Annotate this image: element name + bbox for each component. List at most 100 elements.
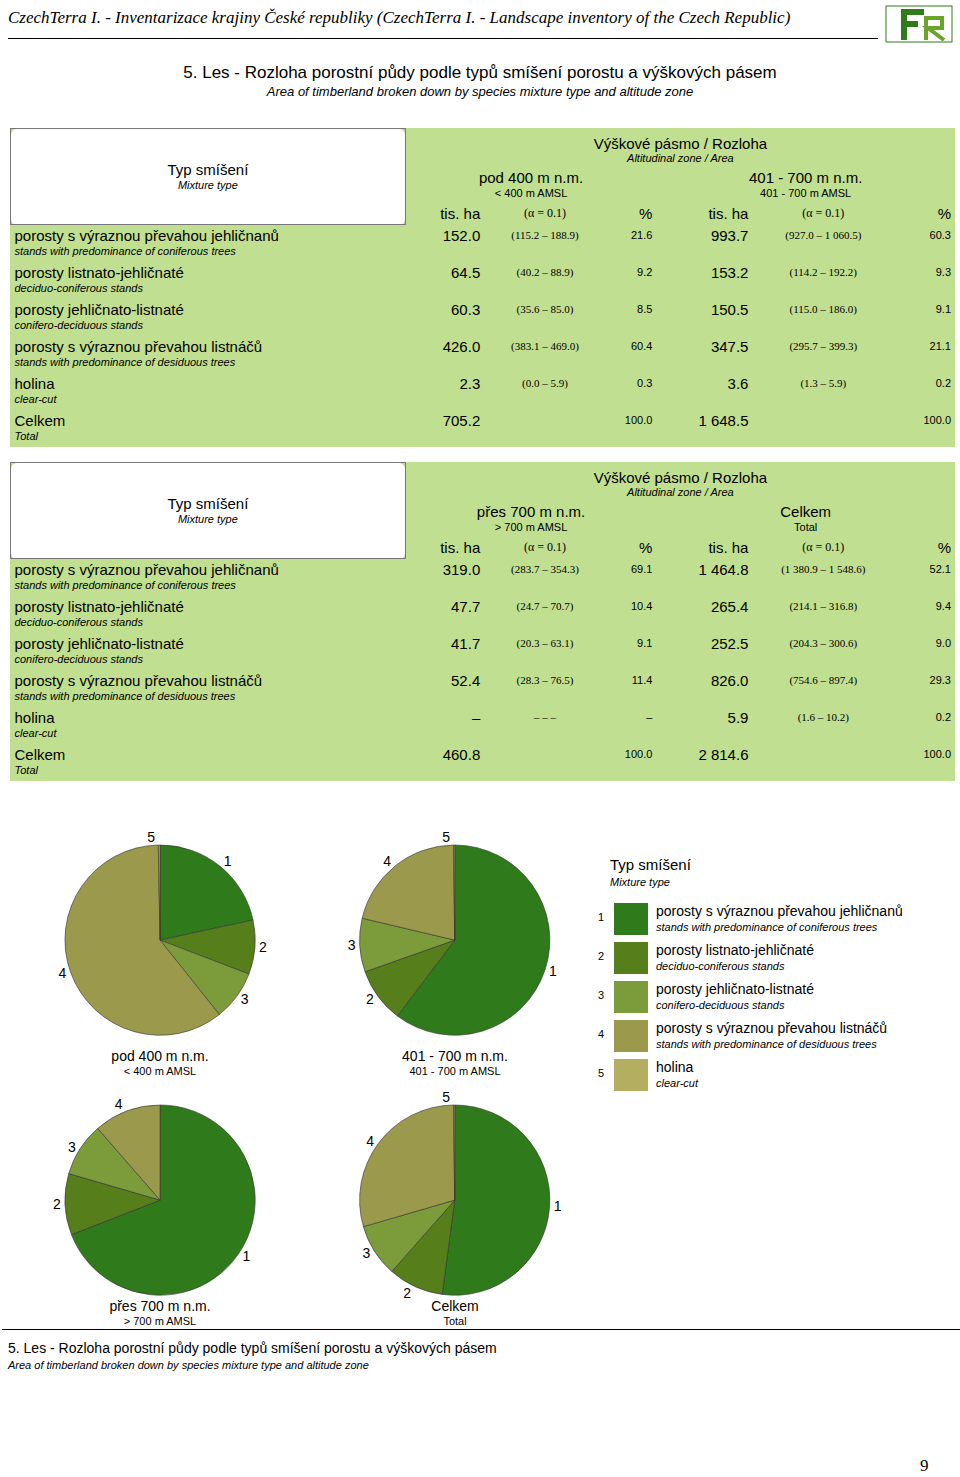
svg-text:1: 1	[549, 963, 557, 979]
html-text:47.7: 47.7	[451, 598, 481, 615]
html-text:(927.0 – 1 060.5): (927.0 – 1 060.5)	[785, 228, 862, 241]
html-text:porosty s výraznou převahou li: porosty s výraznou převahou listnáčů	[14, 338, 263, 355]
svg-text:2: 2	[366, 991, 374, 1007]
html-text:(1 380.9 – 1 548.6): (1 380.9 – 1 548.6)	[781, 562, 866, 575]
html-text:Altitudinal zone / Area: Altitudinal zone / Area	[627, 151, 734, 164]
html-text:347.5: 347.5	[710, 338, 749, 355]
html-text:(α = 0.1): (α = 0.1)	[523, 206, 566, 220]
html-text:Celkem: Celkem	[14, 746, 66, 763]
html-text:153.2: 153.2	[710, 264, 749, 281]
html-text:460.8: 460.8	[442, 746, 481, 763]
html-text:252.5: 252.5	[710, 635, 749, 652]
html-text:Typ smíšení: Typ smíšení	[167, 495, 249, 512]
html-text:stands with predominance of co: stands with predominance of coniferous t…	[14, 245, 236, 257]
svg-text:1: 1	[554, 1198, 562, 1214]
svg-text:5: 5	[442, 1089, 450, 1105]
html-text:porosty jehličnato-listnaté: porosty jehličnato-listnaté	[14, 635, 184, 652]
html-text:přes 700 m n.m.: přes 700 m n.m.	[109, 1298, 211, 1314]
svg-text:3: 3	[362, 1245, 370, 1261]
html-text:(α = 0.1): (α = 0.1)	[523, 540, 566, 554]
html-text:Mixture type: Mixture type	[177, 179, 238, 191]
html-text:60.3: 60.3	[451, 301, 481, 318]
svg-text:4: 4	[383, 853, 391, 869]
html-text:porosty s výraznou převahou je: porosty s výraznou převahou jehličnanů	[656, 903, 903, 919]
html-text:2.3: 2.3	[459, 375, 481, 392]
html-text:64.5: 64.5	[451, 264, 481, 281]
html-text:1 464.8: 1 464.8	[698, 560, 749, 578]
svg-text:3: 3	[348, 937, 356, 953]
html-text:319.0: 319.0	[442, 560, 481, 578]
html-text:porosty jehličnato-listnaté: porosty jehličnato-listnaté	[656, 981, 814, 997]
html-text:426.0: 426.0	[442, 338, 481, 355]
html-text:1 648.5: 1 648.5	[698, 412, 749, 429]
html-text:69.1: 69.1	[630, 562, 653, 575]
html-text:porosty listnato-jehličnaté: porosty listnato-jehličnaté	[14, 264, 184, 281]
svg-text:3: 3	[68, 1139, 76, 1155]
html-text:CzechTerra I. - Inventarizace: CzechTerra I. - Inventarizace krajiny Če…	[8, 8, 791, 27]
html-text:porosty jehličnato-listnaté: porosty jehličnato-listnaté	[14, 301, 184, 318]
html-text:porosty s výraznou převahou li: porosty s výraznou převahou listnáčů	[14, 672, 263, 689]
html-text:porosty s výraznou převahou je: porosty s výraznou převahou jehličnanů	[14, 227, 279, 244]
html-text:Výškové pásmo / Rozloha: Výškové pásmo / Rozloha	[593, 134, 768, 152]
html-text:401 - 700 m n.m.: 401 - 700 m n.m.	[749, 168, 863, 186]
html-text:41.7: 41.7	[451, 635, 481, 652]
html-text:Celkem: Celkem	[14, 412, 66, 429]
svg-text:1: 1	[224, 853, 232, 869]
svg-text:4: 4	[115, 1096, 123, 1112]
html-text:401 - 700 m AMSL: 401 - 700 m AMSL	[760, 186, 852, 199]
html-text:tis. ha: tis. ha	[708, 539, 749, 556]
html-text:Total: Total	[794, 520, 818, 533]
html-text:holina: holina	[14, 709, 55, 726]
html-text:Area of timberland broken down: Area of timberland broken down by specie…	[266, 84, 694, 99]
svg-text:2: 2	[403, 1285, 411, 1301]
html-text:Celkem: Celkem	[431, 1298, 479, 1314]
html-text:porosty listnato-jehličnaté: porosty listnato-jehličnaté	[14, 598, 184, 615]
html-text:52.4: 52.4	[451, 672, 481, 689]
html-text:Výškové pásmo / Rozloha: Výškové pásmo / Rozloha	[593, 468, 768, 486]
html-text:> 700 m AMSL: > 700 m AMSL	[494, 520, 568, 533]
html-text:5. Les - Rozloha porostní půdy: 5. Les - Rozloha porostní půdy podle typ…	[183, 63, 777, 82]
html-text:Typ smíšení: Typ smíšení	[610, 856, 691, 873]
html-text:150.5: 150.5	[710, 301, 749, 318]
html-text:265.4: 265.4	[710, 598, 749, 615]
svg-text:5: 5	[147, 829, 155, 845]
html-text:pod 400 m n.m.: pod 400 m n.m.	[111, 1048, 209, 1064]
html-text:porosty listnato-jehličnaté: porosty listnato-jehličnaté	[656, 942, 814, 958]
html-text:60.3: 60.3	[929, 228, 951, 241]
html-text:401 - 700 m n.m.: 401 - 700 m n.m.	[402, 1048, 508, 1064]
html-text:5.9: 5.9	[727, 709, 749, 726]
html-text:2 814.6: 2 814.6	[698, 746, 749, 763]
html-text:Celkem: Celkem	[780, 502, 832, 520]
html-text:pod 400 m n.m.: pod 400 m n.m.	[478, 168, 584, 186]
svg-text:3: 3	[241, 991, 249, 1007]
html-text:< 400 m AMSL: < 400 m AMSL	[494, 186, 568, 199]
svg-text:2: 2	[53, 1196, 61, 1212]
html-text:(α = 0.1): (α = 0.1)	[802, 540, 845, 554]
html-text:tis. ha: tis. ha	[440, 539, 481, 556]
html-text:(115.2 – 188.9): (115.2 – 188.9)	[511, 228, 579, 241]
html-text:152.0: 152.0	[442, 226, 481, 244]
html-text:(α = 0.1): (α = 0.1)	[802, 206, 845, 220]
html-text:52.1: 52.1	[929, 562, 951, 575]
html-text:826.0: 826.0	[710, 672, 749, 689]
html-text:993.7: 993.7	[710, 226, 749, 244]
html-text:tis. ha: tis. ha	[708, 205, 749, 222]
svg-text:5: 5	[442, 829, 450, 845]
html-text:porosty s výraznou převahou je: porosty s výraznou převahou jehličnanů	[14, 561, 279, 578]
html-text:tis. ha: tis. ha	[440, 205, 481, 222]
html-text:21.6: 21.6	[630, 228, 653, 241]
html-text:(283.7 – 354.3): (283.7 – 354.3)	[511, 562, 579, 575]
svg-text:4: 4	[366, 1133, 374, 1149]
svg-text:2: 2	[259, 939, 267, 955]
html-text:3.6: 3.6	[727, 375, 749, 392]
html-text:5. Les - Rozloha porostní půdy: 5. Les - Rozloha porostní půdy podle typ…	[8, 1340, 497, 1356]
html-text:porosty s výraznou převahou li: porosty s výraznou převahou listnáčů	[656, 1020, 888, 1036]
html-text:holina: holina	[656, 1059, 694, 1075]
html-text:holina: holina	[14, 375, 55, 392]
svg-text:4: 4	[59, 965, 67, 981]
svg-text:1: 1	[243, 1248, 251, 1264]
html-text:705.2: 705.2	[442, 412, 481, 429]
html-text:přes 700 m n.m.: přes 700 m n.m.	[476, 502, 586, 520]
html-text:Typ smíšení: Typ smíšení	[167, 161, 249, 178]
html-text:Altitudinal zone / Area: Altitudinal zone / Area	[627, 485, 734, 498]
